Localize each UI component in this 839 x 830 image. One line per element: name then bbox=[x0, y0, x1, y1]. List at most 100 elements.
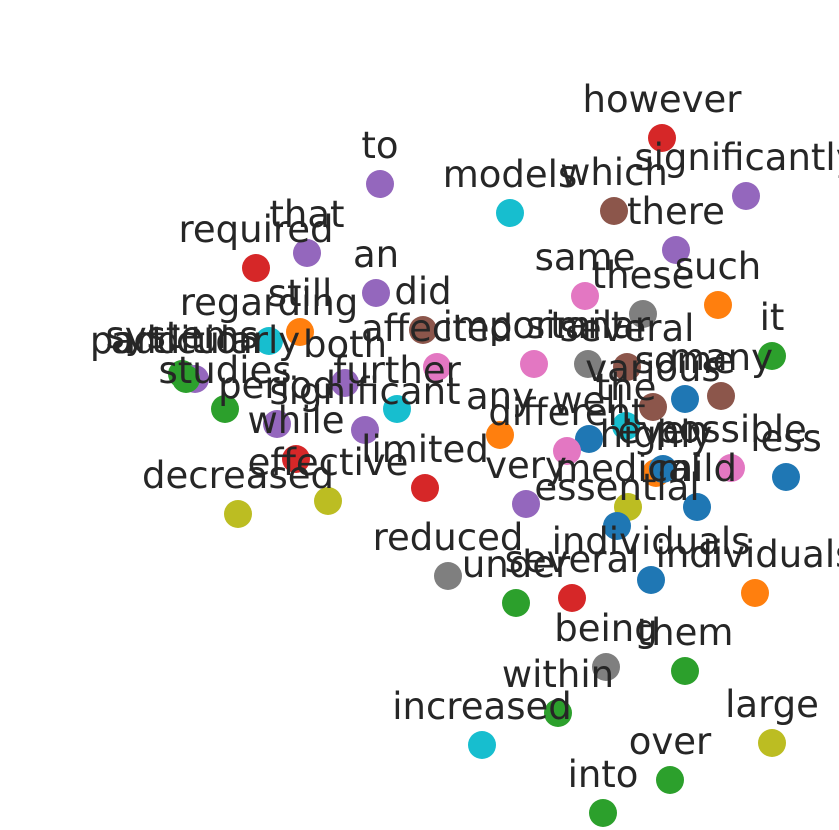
scatter-point bbox=[263, 410, 291, 438]
point-label: effective bbox=[248, 441, 409, 484]
scatter-point bbox=[558, 584, 586, 612]
point-label: models bbox=[443, 153, 578, 196]
point-label: there bbox=[627, 190, 725, 233]
point-label: these bbox=[592, 254, 695, 297]
point-label: mild bbox=[657, 447, 737, 490]
point-label: different bbox=[488, 391, 645, 434]
point-label: that bbox=[269, 193, 344, 236]
point-label: affected bbox=[361, 307, 513, 350]
point-label: the bbox=[596, 366, 657, 409]
point-label: some bbox=[635, 339, 736, 382]
point-label: into bbox=[568, 753, 639, 796]
scatter-point bbox=[707, 382, 735, 410]
points-layer bbox=[168, 124, 800, 827]
point-label: highly bbox=[600, 413, 713, 456]
point-label: possible bbox=[655, 408, 807, 451]
point-label: them bbox=[637, 611, 734, 654]
point-label: many bbox=[669, 336, 773, 379]
scatter-point bbox=[662, 236, 690, 264]
scatter-point bbox=[741, 579, 769, 607]
point-label: significantly bbox=[634, 136, 839, 179]
scatter-point bbox=[683, 493, 711, 521]
scatter-point bbox=[409, 316, 437, 344]
scatter-point bbox=[637, 566, 665, 594]
point-label: increased bbox=[392, 685, 571, 728]
scatter-point bbox=[362, 279, 390, 307]
point-label: significant bbox=[269, 370, 460, 413]
scatter-point bbox=[732, 182, 760, 210]
scatter-point bbox=[486, 421, 514, 449]
point-label: required bbox=[178, 208, 333, 251]
point-label: very bbox=[485, 444, 567, 487]
point-label: particularly bbox=[90, 319, 300, 362]
scatter-point bbox=[758, 342, 786, 370]
scatter-point bbox=[612, 412, 640, 440]
point-label: even bbox=[618, 409, 709, 452]
point-label: important bbox=[443, 304, 626, 347]
scatter-point bbox=[553, 437, 581, 465]
scatter-point bbox=[704, 291, 732, 319]
scatter-point bbox=[758, 729, 786, 757]
point-label: studies bbox=[158, 349, 291, 392]
scatter-point bbox=[496, 199, 524, 227]
point-label: same bbox=[535, 236, 636, 279]
point-label: various bbox=[585, 347, 720, 390]
scatter-point bbox=[575, 425, 603, 453]
scatter-point bbox=[520, 350, 548, 378]
scatter-point bbox=[172, 365, 200, 393]
point-label: individuals bbox=[552, 520, 751, 563]
scatter-point bbox=[255, 327, 283, 355]
point-label: within bbox=[502, 653, 614, 696]
point-label: being bbox=[554, 607, 657, 650]
scatter-point bbox=[649, 455, 677, 483]
scatter-point bbox=[411, 474, 439, 502]
point-label: it bbox=[760, 296, 785, 339]
point-label: decreased bbox=[142, 454, 334, 497]
point-label: still bbox=[268, 272, 333, 315]
point-label: period bbox=[218, 364, 336, 407]
point-label: medical bbox=[555, 447, 701, 490]
scatter-point bbox=[571, 282, 599, 310]
point-label: well bbox=[552, 379, 626, 422]
point-label: less bbox=[750, 417, 822, 460]
scatter-point bbox=[468, 731, 496, 759]
scatter-point bbox=[383, 395, 411, 423]
scatter-point bbox=[242, 254, 270, 282]
scatter-point bbox=[589, 799, 617, 827]
point-label: systems bbox=[105, 314, 258, 357]
point-label: addition bbox=[111, 319, 262, 362]
scatter-point bbox=[282, 445, 310, 473]
scatter-point bbox=[366, 170, 394, 198]
scatter-point bbox=[603, 512, 631, 540]
point-label: similar bbox=[526, 304, 651, 347]
point-label: regarding bbox=[180, 281, 359, 324]
scatter-point bbox=[211, 395, 239, 423]
point-label: further bbox=[333, 349, 461, 392]
scatter-point bbox=[351, 416, 379, 444]
point-label: however bbox=[583, 78, 743, 121]
point-label: such bbox=[675, 245, 762, 288]
scatter-point bbox=[592, 653, 620, 681]
scatter-point bbox=[656, 766, 684, 794]
point-label: essential bbox=[534, 466, 699, 509]
scatter-point bbox=[544, 699, 572, 727]
point-label: under bbox=[462, 543, 571, 586]
scatter-point bbox=[331, 369, 359, 397]
point-label: any bbox=[466, 375, 534, 418]
scatter-point bbox=[574, 350, 602, 378]
point-label: reduced bbox=[373, 516, 524, 559]
scatter-point bbox=[224, 500, 252, 528]
scatter-point bbox=[423, 353, 451, 381]
point-label: several bbox=[560, 307, 695, 350]
point-label: individuals bbox=[656, 533, 839, 576]
scatter-point bbox=[639, 393, 667, 421]
scatter-point bbox=[671, 657, 699, 685]
scatter-point bbox=[613, 353, 641, 381]
point-label: an bbox=[353, 233, 399, 276]
scatter-point bbox=[717, 454, 745, 482]
scatter-point bbox=[600, 197, 628, 225]
scatter-point bbox=[671, 385, 699, 413]
scatter-point bbox=[772, 463, 800, 491]
